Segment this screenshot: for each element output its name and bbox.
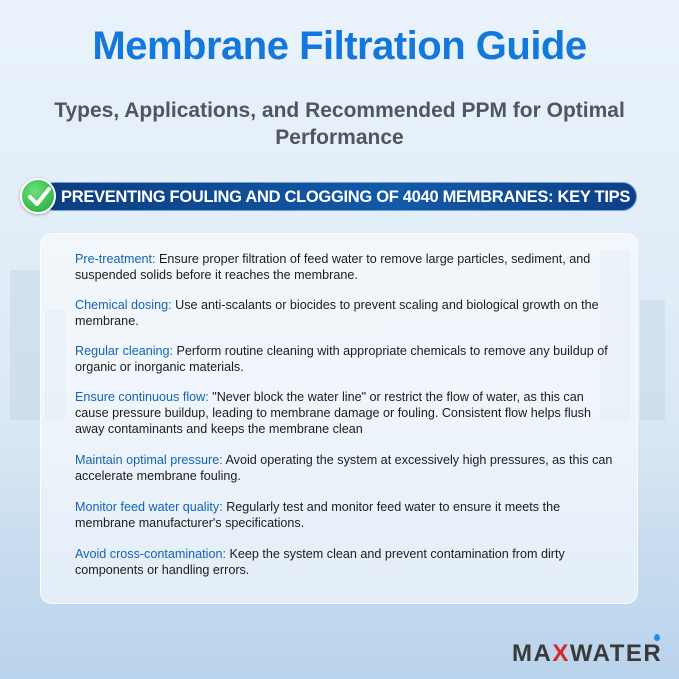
tip-text: Use anti-scalants or biocides to prevent… [75, 298, 599, 328]
tip-item: Regular cleaning: Perform routine cleani… [75, 343, 615, 375]
water-drop-icon [654, 634, 660, 641]
page-title: Membrane Filtration Guide [92, 24, 587, 68]
tip-label: Avoid cross-contamination: [75, 547, 226, 561]
tip-text: Avoid operating the system at excessivel… [75, 453, 613, 483]
tip-item: Avoid cross-contamination: Keep the syst… [75, 546, 615, 578]
tip-text: Perform routine cleaning with appropriat… [75, 344, 608, 374]
tip-text: Ensure proper filtration of feed water t… [75, 252, 591, 282]
tip-label: Pre-treatment: [75, 252, 156, 266]
tip-label: Chemical dosing: [75, 298, 172, 312]
tips-card: Pre-treatment: Ensure proper filtration … [40, 233, 638, 604]
maxwater-logo: MAXWATER [512, 640, 663, 667]
page-subtitle: Types, Applications, and Recommended PPM… [54, 99, 625, 149]
tip-text: Keep the system clean and prevent contam… [75, 547, 565, 577]
tip-label: Ensure continuous flow: [75, 390, 209, 404]
tip-item: Monitor feed water quality: Regularly te… [75, 499, 615, 531]
tip-text: "Never block the water line" or restrict… [75, 390, 591, 436]
tip-text: Regularly test and monitor feed water to… [75, 500, 561, 530]
tip-item: Maintain optimal pressure: Avoid operati… [75, 452, 615, 484]
tip-item: Chemical dosing: Use anti-scalants or bi… [75, 297, 615, 329]
tip-item: Pre-treatment: Ensure proper filtration … [75, 251, 615, 283]
tip-item: Ensure continuous flow: "Never block the… [75, 389, 615, 437]
tip-label: Regular cleaning: [75, 344, 174, 358]
tip-label: Monitor feed water quality: [75, 500, 223, 514]
banner-text: PREVENTING FOULING AND CLOGGING OF 4040 … [61, 188, 631, 206]
section-banner: PREVENTING FOULING AND CLOGGING OF 4040 … [40, 182, 637, 211]
check-circle-icon [20, 178, 56, 214]
tip-label: Maintain optimal pressure: [75, 453, 223, 467]
